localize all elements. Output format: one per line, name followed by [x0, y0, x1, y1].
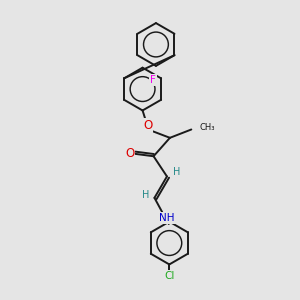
- Text: F: F: [150, 75, 156, 85]
- Text: H: H: [142, 190, 149, 200]
- Text: Cl: Cl: [164, 271, 175, 281]
- Text: H: H: [173, 167, 180, 177]
- Text: NH: NH: [160, 213, 175, 223]
- Text: CH₃: CH₃: [200, 123, 215, 132]
- Text: O: O: [143, 119, 152, 132]
- Text: O: O: [125, 147, 134, 161]
